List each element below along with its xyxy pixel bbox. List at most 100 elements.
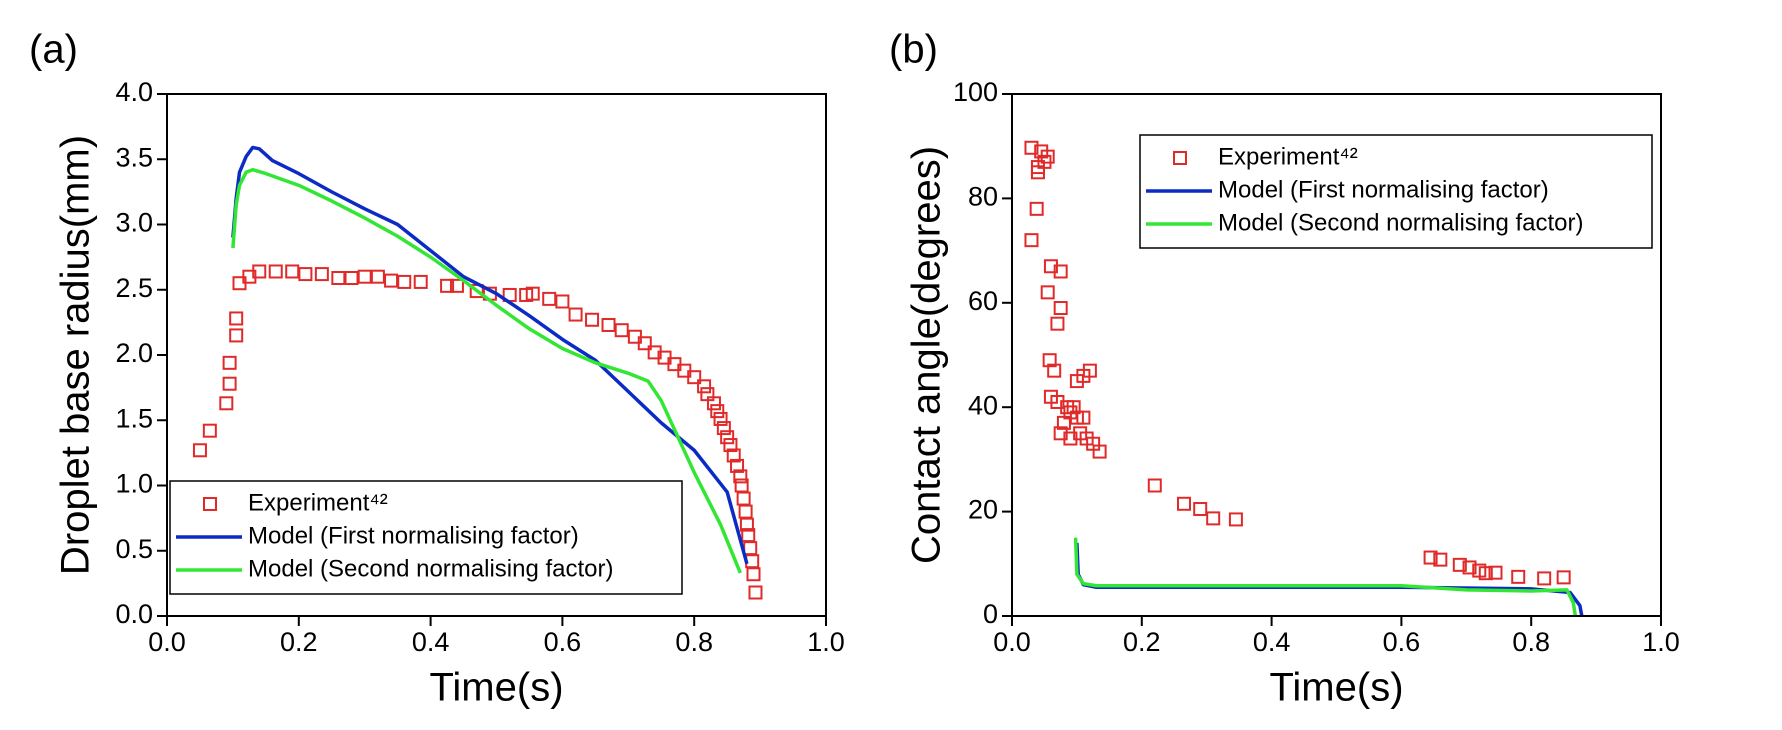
legend-label: Model (First normalising factor) (1218, 176, 1549, 203)
legend-label: Model (First normalising factor) (248, 522, 579, 549)
y-tick-label: 20 (968, 495, 998, 525)
data-point (568, 307, 583, 322)
data-point (713, 411, 728, 426)
y-tick-label: 3.0 (115, 208, 153, 238)
data-point (1082, 363, 1097, 378)
data-point (743, 541, 758, 556)
data-point (1193, 501, 1208, 516)
y-tick-label: 2.5 (115, 273, 153, 303)
data-point (555, 294, 570, 309)
plot-frame (166, 93, 827, 617)
data-point (252, 264, 267, 279)
data-point (268, 264, 283, 279)
data-point (746, 567, 761, 582)
data-point (1053, 264, 1068, 279)
legend-box (1139, 134, 1653, 249)
legend-marker (1173, 151, 1187, 165)
y-tick-label: 3.5 (115, 142, 153, 172)
data-point (1511, 569, 1526, 584)
data-point (710, 404, 725, 419)
data-point (1147, 478, 1162, 493)
x-tick-label: 0.4 (1253, 627, 1291, 657)
legend-label: Experiment⁴² (248, 489, 388, 516)
data-point (1537, 571, 1552, 586)
data-point (1053, 301, 1068, 316)
data-point (229, 328, 244, 343)
data-point (739, 517, 754, 532)
data-point (370, 269, 385, 284)
model-line (231, 167, 742, 574)
data-point (1433, 552, 1448, 567)
x-tick-label: 0.0 (993, 627, 1031, 657)
data-point (741, 528, 756, 543)
data-point (384, 273, 399, 288)
data-point (1047, 363, 1062, 378)
legend-box (169, 480, 683, 595)
data-point (720, 430, 735, 445)
x-tick-label: 1.0 (1642, 627, 1680, 657)
y-tick-label: 100 (953, 77, 998, 107)
model-line (1073, 537, 1578, 617)
data-point (726, 448, 741, 463)
data-point (1050, 316, 1065, 331)
x-tick-label: 0.2 (280, 627, 318, 657)
data-point (585, 312, 600, 327)
x-axis-label: Time(s) (429, 666, 563, 710)
data-point (1452, 557, 1467, 572)
panel: (a) Time(s) Droplet base radius(mm) 0.0 0.2 0… (29, 28, 845, 710)
data-point (1040, 149, 1055, 164)
data-point (1228, 512, 1243, 527)
data-point (1042, 353, 1057, 368)
data-point (1206, 511, 1221, 526)
x-tick-label: 0.2 (1123, 627, 1161, 657)
data-point (525, 286, 540, 301)
x-tick-label: 0.4 (412, 627, 450, 657)
data-point (736, 491, 751, 506)
data-point (222, 376, 237, 391)
x-tick-label: 1.0 (807, 627, 845, 657)
x-axis-label: Time(s) (1269, 666, 1403, 710)
y-tick-label: 40 (968, 390, 998, 420)
data-point (1024, 140, 1039, 155)
data-point (192, 443, 207, 458)
data-point (202, 423, 217, 438)
y-tick-label: 0 (983, 599, 998, 629)
data-point (706, 396, 721, 411)
panel: (b) Time(s) Contact angle(degrees) 0.0 0.2 0.… (889, 28, 1680, 710)
data-point (730, 458, 745, 473)
model-line (1075, 542, 1584, 617)
x-tick-label: 0.8 (675, 627, 713, 657)
data-point (1423, 550, 1438, 565)
data-point (723, 438, 738, 453)
y-axis-label: Contact angle(degrees) (905, 146, 949, 564)
data-point (1024, 233, 1039, 248)
data-point (1066, 400, 1081, 415)
data-point (614, 323, 629, 338)
legend-label: Model (Second normalising factor) (248, 555, 614, 582)
data-point (344, 271, 359, 286)
data-point (1029, 201, 1044, 216)
plot-frame (1011, 93, 1662, 617)
panel-label: (b) (889, 28, 938, 72)
data-point (734, 478, 749, 493)
x-tick-label: 0.6 (1383, 627, 1421, 657)
y-axis-label: Droplet base radius(mm) (54, 135, 98, 575)
data-point (738, 504, 753, 519)
legend-label: Model (Second normalising factor) (1218, 209, 1584, 236)
x-tick-label: 0.8 (1512, 627, 1550, 657)
data-point (285, 264, 300, 279)
data-point (1176, 496, 1191, 511)
data-point (449, 278, 464, 293)
data-point (697, 379, 712, 394)
y-tick-label: 1.0 (115, 469, 153, 499)
x-tick-label: 0.6 (544, 627, 582, 657)
data-point (413, 274, 428, 289)
data-point (601, 317, 616, 332)
data-point (1488, 565, 1503, 580)
data-point (748, 585, 763, 600)
y-tick-label: 2.0 (115, 338, 153, 368)
data-point (542, 291, 557, 306)
data-point (229, 311, 244, 326)
